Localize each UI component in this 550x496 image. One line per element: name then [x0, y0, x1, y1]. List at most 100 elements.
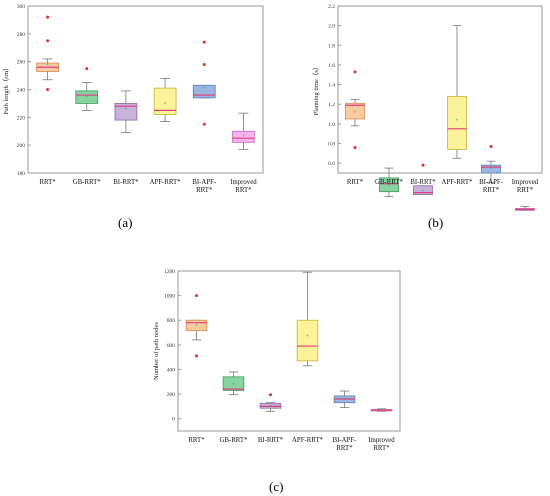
box-body: [345, 102, 365, 120]
mean-marker: +: [455, 118, 459, 124]
box-4: +: [192, 40, 216, 126]
y-tick-label: 0: [172, 417, 175, 423]
box-3: +: [296, 271, 319, 367]
y-tick-label: 1.6: [328, 63, 335, 69]
outlier-point: [353, 145, 357, 149]
box-body: [296, 319, 319, 362]
plot-frame: [27, 5, 264, 174]
box-body: [413, 185, 433, 196]
y-tick-label: 300: [17, 4, 26, 10]
mean-marker: +: [523, 207, 527, 213]
y-axis-label: Number of path nodes: [153, 322, 160, 380]
box-0: +: [36, 15, 59, 91]
x-tick-label: BI-APF-RRT*: [192, 179, 217, 194]
y-tick-label: 220: [17, 115, 26, 121]
panel-label-a: (a): [118, 215, 133, 230]
box-5: +: [515, 205, 535, 213]
x-tick-label: RRT*: [347, 179, 364, 186]
outlier-point: [202, 40, 206, 44]
y-tick-label: 800: [167, 318, 176, 324]
x-tick-label: BI-RRT*: [258, 437, 284, 444]
outlier-point: [85, 67, 89, 71]
y-axis-label: Path length（cm）: [2, 64, 10, 114]
mean-marker: +: [124, 107, 128, 113]
mean-marker: +: [163, 101, 167, 107]
y-tick-label: 0.8: [328, 142, 335, 148]
outlier-point: [489, 144, 493, 148]
y-tick-label: 1.4: [328, 83, 335, 89]
box-1: +: [379, 167, 399, 197]
box-0: +: [345, 70, 365, 149]
box-body: [185, 319, 208, 332]
y-tick-label: 400: [167, 367, 176, 373]
mean-marker: +: [387, 183, 391, 189]
box-3: +: [153, 77, 177, 122]
y-tick-label: 2.0: [328, 24, 335, 30]
y-tick-label: 1000: [164, 294, 175, 300]
mean-marker: +: [195, 323, 199, 329]
outlier-point: [202, 62, 206, 66]
box-body: [447, 95, 467, 150]
box-4: +: [333, 390, 356, 409]
box-1: +: [75, 67, 99, 111]
x-tick-label: RRT*: [39, 179, 56, 186]
box-body: [222, 376, 245, 391]
box-2: +: [413, 163, 433, 196]
outlier-point: [46, 88, 50, 91]
x-tick-label: Improved RRT*: [512, 179, 539, 194]
outlier-point: [202, 122, 206, 126]
plot-frame: [177, 270, 401, 432]
box-body: [259, 402, 282, 409]
x-tick-label: GB-RRT*: [73, 179, 102, 186]
x-tick-label: BI-RRT*: [113, 179, 139, 186]
x-tick-label: BI-APF-RRT*: [333, 437, 358, 452]
mean-marker: +: [421, 189, 425, 195]
x-tick-label: APF-RRT*: [442, 179, 474, 186]
mean-marker: +: [85, 94, 89, 100]
y-tick-label: 240: [17, 88, 26, 94]
box-5: +: [232, 112, 255, 150]
y-tick-label: 280: [17, 32, 26, 38]
x-tick-label: RRT*: [188, 437, 205, 444]
y-tick-label: 1.2: [328, 102, 335, 108]
x-tick-label: Improved RRT*: [230, 179, 257, 194]
y-tick-label: 1.8: [328, 43, 335, 49]
mean-marker: +: [489, 166, 493, 172]
box-body: [379, 177, 399, 193]
x-tick-label: BI-RRT*: [410, 179, 436, 186]
outlier-point: [46, 15, 50, 19]
y-tick-label: 1200: [164, 269, 175, 275]
mean-marker: +: [242, 133, 246, 139]
outlier-point: [46, 39, 50, 43]
mean-marker: +: [353, 110, 357, 116]
y-tick-label: 260: [17, 60, 26, 66]
plot-frame: [337, 5, 543, 174]
x-tick-label: APF-RRT*: [150, 179, 182, 186]
mean-marker: +: [306, 334, 310, 340]
mean-marker: +: [269, 404, 273, 410]
panel-label-b: (b): [428, 215, 444, 230]
outlier-point: [195, 354, 198, 358]
box-2: +: [114, 90, 138, 134]
mean-marker: +: [343, 398, 347, 404]
box-0: +: [185, 294, 208, 358]
y-tick-label: 200: [17, 143, 26, 149]
x-tick-label: GB-RRT*: [375, 179, 404, 186]
box-body: [153, 87, 177, 115]
x-tick-label: Improved RRT*: [368, 437, 395, 452]
box-5: +: [370, 408, 393, 414]
box-3: +: [447, 25, 467, 159]
y-tick-label: 600: [167, 343, 176, 349]
y-axis-label: Planning time（s）: [312, 64, 320, 116]
outlier-point: [269, 393, 272, 397]
chart-panel-a: 180 200 220 240 260 280 300 Path length（cm） + RRT…: [2, 4, 264, 194]
outlier-point: [353, 70, 357, 74]
mean-marker: +: [380, 408, 384, 414]
mean-marker: +: [232, 382, 236, 388]
box-1: +: [222, 371, 245, 396]
panel-label-c: (c): [269, 479, 284, 494]
y-tick-label: 2.2: [328, 4, 335, 10]
box-body: [232, 130, 255, 143]
box-2: +: [259, 393, 282, 412]
